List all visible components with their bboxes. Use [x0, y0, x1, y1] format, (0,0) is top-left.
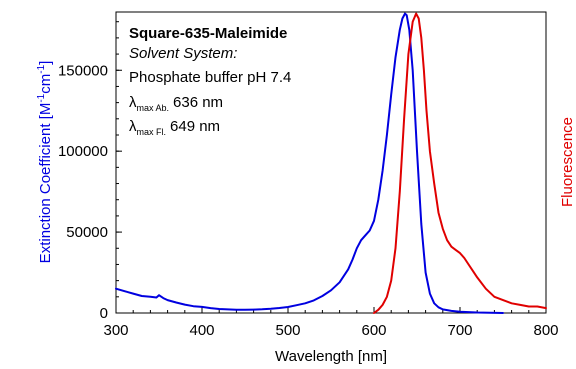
solvent-value: Phosphate buffer pH 7.4: [129, 69, 291, 86]
y-title-mid: cm: [37, 74, 54, 94]
lambda-fl-subscript: max Fl.: [137, 127, 167, 137]
y-title-sup1: -1: [36, 93, 47, 102]
y-tick-label: 100000: [58, 143, 108, 160]
series-layer: [115, 12, 547, 314]
plot-frame: [115, 11, 547, 314]
y-tick-labels: 0 50000 100000 150000: [58, 62, 108, 322]
y-title-sup2: -1: [36, 64, 47, 73]
y-tick-label: 0: [100, 305, 108, 322]
fluorescence-line: [373, 12, 547, 314]
y-tick-label: 150000: [58, 62, 108, 79]
lambda-symbol: λ: [129, 118, 137, 135]
y-tick-label: 50000: [66, 224, 108, 241]
x-tick-label: 800: [533, 322, 558, 339]
x-tick-label: 500: [275, 322, 300, 339]
lambda-symbol: λ: [129, 94, 137, 111]
lambda-abs-value: 636 nm: [173, 94, 223, 111]
y-axis-title-left: Extinction Coefficient [M-1cm-1]: [36, 61, 54, 264]
lambda-max-fl: λmax Fl. 649 nm: [129, 118, 220, 137]
chart-title: Square-635-Maleimide: [129, 25, 287, 42]
y-axis-title-right: Fluorescence: [559, 117, 576, 207]
x-tick-labels: 300 400 500 600 700 800: [103, 322, 558, 339]
solvent-label: Solvent System:: [129, 45, 237, 62]
x-tick-label: 700: [447, 322, 472, 339]
y-title-end: ]: [37, 61, 54, 65]
x-tick-label: 400: [189, 322, 214, 339]
y-title-main: Extinction Coefficient [M: [37, 103, 54, 264]
absorbance-line: [115, 12, 504, 314]
lambda-fl-value: 649 nm: [170, 118, 220, 135]
x-axis-title: Wavelength [nm]: [275, 348, 387, 365]
lambda-abs-subscript: max Ab.: [137, 103, 170, 113]
x-tick-label: 600: [361, 322, 386, 339]
lambda-max-abs: λmax Ab. 636 nm: [129, 94, 223, 113]
axis-ticks: [115, 21, 547, 314]
x-tick-label: 300: [103, 322, 128, 339]
